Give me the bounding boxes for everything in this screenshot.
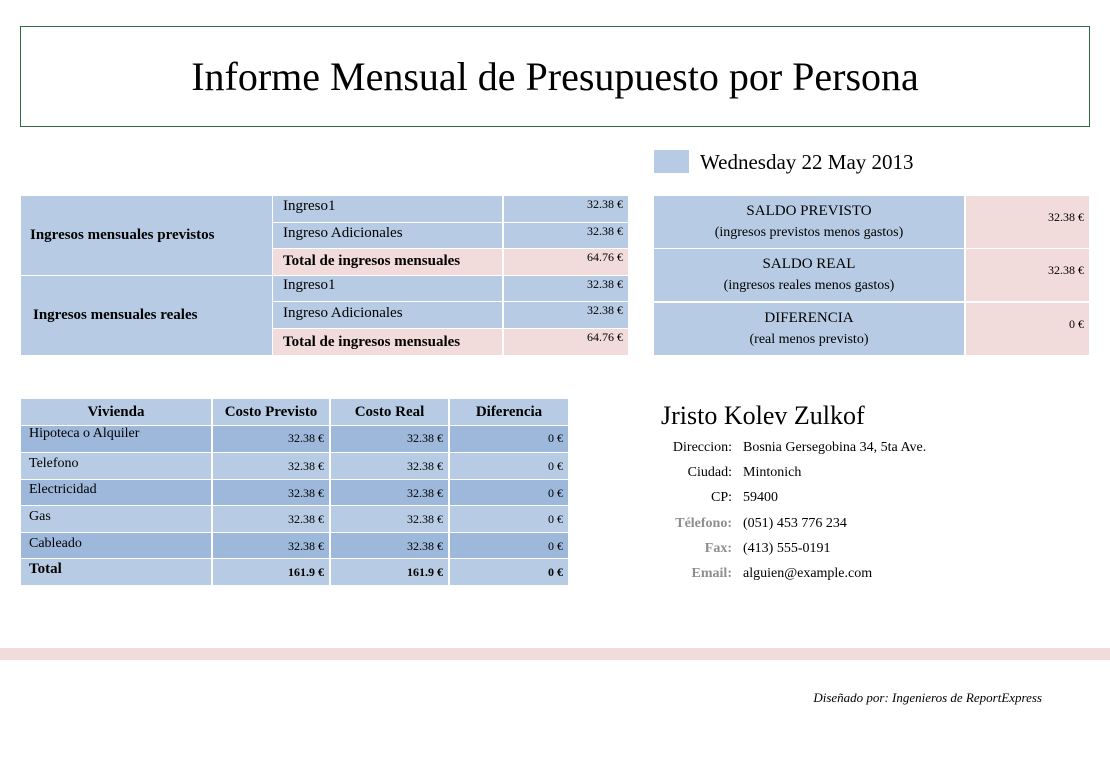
balance-title: SALDO REAL [762, 256, 856, 272]
income-table: Ingresos mensuales previstos Ingreso1 32… [21, 196, 628, 355]
report-date: Wednesday 22 May 2013 [700, 150, 914, 174]
balance-summary: SALDO PREVISTO (ingresos previstos menos… [654, 196, 1089, 355]
balance-value: 32.38 € [966, 196, 1089, 248]
expense-total-label: Total [21, 559, 211, 585]
balance-title: DIFERENCIA [764, 310, 854, 326]
contact-label-phone: Télefono: [675, 516, 732, 531]
expense-table: Vivienda Costo Previsto Costo Real Difer… [21, 399, 568, 585]
income-row-value: 32.38 € [504, 196, 628, 222]
expense-previsto: 32.38 € [213, 506, 329, 532]
balance-value: 0 € [966, 303, 1089, 355]
income-total-label: Total de ingresos mensuales [273, 329, 502, 355]
table-header: Diferencia [450, 399, 568, 425]
balance-item-diferencia: DIFERENCIA (real menos previsto) [654, 303, 964, 355]
balance-title: SALDO PREVISTO [746, 203, 872, 219]
expense-row-label: Electricidad [21, 480, 211, 505]
contact-label-fax: Fax: [704, 541, 732, 556]
table-header: Costo Previsto [213, 399, 329, 425]
contact-value-phone: (051) 453 776 234 [743, 516, 847, 531]
expense-row-label: Gas [21, 506, 211, 532]
income-group-label-previstos: Ingresos mensuales previstos [21, 196, 272, 275]
contact-label-postal: CP: [710, 490, 732, 505]
table-header: Vivienda [21, 399, 211, 425]
income-group-label-reales: Ingresos mensuales reales [21, 276, 272, 355]
expense-row-label: Telefono [21, 453, 211, 479]
contact-label-email: Email: [691, 566, 732, 581]
income-row-value: 32.38 € [504, 223, 628, 248]
expense-real: 32.38 € [331, 506, 448, 532]
contact-value-fax: (413) 555-0191 [743, 541, 831, 556]
expense-diferencia: 0 € [450, 453, 568, 479]
income-row-value: 32.38 € [504, 302, 628, 328]
contact-value-postal: 59400 [743, 490, 778, 505]
expense-real: 32.38 € [331, 453, 448, 479]
balance-subtitle: (ingresos previstos menos gastos) [714, 225, 904, 240]
income-total-label: Total de ingresos mensuales [273, 249, 502, 275]
contact-value-email: alguien@example.com [743, 566, 873, 581]
page-title: Informe Mensual de Presupuesto por Perso… [191, 54, 919, 99]
balance-subtitle: (real menos previsto) [749, 332, 869, 347]
table-header: Costo Real [331, 399, 448, 425]
income-row-value: 32.38 € [504, 276, 628, 301]
contact-label-address: Direccion: [672, 440, 732, 455]
expense-diferencia: 0 € [450, 506, 568, 532]
balance-value: 32.38 € [966, 249, 1089, 301]
expense-diferencia: 0 € [450, 426, 568, 452]
expense-real: 32.38 € [331, 533, 448, 558]
contact-value-city: Mintonich [743, 465, 802, 480]
contact-value-address: Bosnia Gersegobina 34, 5ta Ave. [743, 440, 927, 455]
expense-total-real: 161.9 € [331, 559, 448, 585]
income-total-value: 64.76 € [504, 249, 628, 275]
balance-subtitle: (ingresos reales menos gastos) [723, 278, 895, 293]
contact-label-city: Ciudad: [687, 465, 732, 480]
balance-item-real: SALDO REAL (ingresos reales menos gastos… [654, 249, 964, 301]
expense-previsto: 32.38 € [213, 533, 329, 558]
balance-item-previsto: SALDO PREVISTO (ingresos previstos menos… [654, 196, 964, 248]
expense-total-diferencia: 0 € [450, 559, 568, 585]
expense-total-previsto: 161.9 € [213, 559, 329, 585]
income-total-value: 64.76 € [504, 329, 628, 355]
expense-real: 32.38 € [331, 480, 448, 505]
expense-previsto: 32.38 € [213, 480, 329, 505]
expense-previsto: 32.38 € [213, 426, 329, 452]
expense-row-label: Cableado [21, 533, 211, 558]
expense-real: 32.38 € [331, 426, 448, 452]
footer-credit: Diseñado por: Ingenieros de ReportExpres… [813, 690, 1042, 705]
income-row-label: Ingreso Adicionales [273, 223, 502, 248]
income-row-label: Ingreso1 [273, 276, 502, 301]
footer-divider [0, 648, 1110, 660]
contact-details: Direccion: Bosnia Gersegobina 34, 5ta Av… [632, 440, 1032, 590]
expense-diferencia: 0 € [450, 533, 568, 558]
contact-name: Jristo Kolev Zulkof [661, 401, 865, 430]
expense-previsto: 32.38 € [213, 453, 329, 479]
expense-row-label: Hipoteca o Alquiler [21, 426, 211, 452]
income-row-label: Ingreso Adicionales [273, 302, 502, 328]
income-row-label: Ingreso1 [273, 196, 502, 222]
date-color-swatch [654, 150, 689, 173]
expense-diferencia: 0 € [450, 480, 568, 505]
title-box: Informe Mensual de Presupuesto por Perso… [20, 26, 1090, 127]
